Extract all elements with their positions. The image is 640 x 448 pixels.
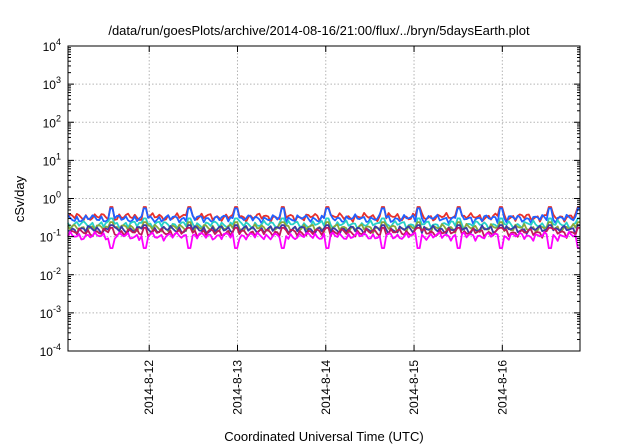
y-tick-base: 10 [40,231,54,245]
y-tick-exponent: 0 [56,190,61,200]
series-line [67,226,580,239]
y-tick-label: 10-4 [40,342,61,359]
y-tick-exponent: 4 [56,37,61,47]
y-tick-exponent: -4 [53,342,61,352]
series-line [67,207,580,225]
y-tick-label: 103 [43,75,61,92]
grid-lines [68,46,580,351]
y-tick-exponent: -3 [53,304,61,314]
y-tick-label: 10-2 [40,266,61,283]
y-tick-label: 10-1 [40,228,61,245]
y-tick-label: 100 [43,190,61,207]
y-tick-base: 10 [43,116,57,130]
y-tick-base: 10 [43,40,57,54]
y-tick-base: 10 [40,307,54,321]
y-tick-base: 10 [40,269,54,283]
y-tick-base: 10 [43,78,57,92]
y-tick-exponent: -2 [53,266,61,276]
x-axis-ticks: 2014-8-12 2014-8-13 2014-8-14 2014-8-15 2014… [142,46,509,415]
x-tick-label: 2014-8-14 [319,360,333,415]
y-tick-label: 10-3 [40,304,61,321]
y-tick-exponent: 1 [56,151,61,161]
y-tick-label: 101 [43,151,61,168]
y-tick-base: 10 [40,345,54,359]
x-axis-label: Coordinated Universal Time (UTC) [224,429,423,444]
x-tick-label: 2014-8-15 [407,360,421,415]
x-tick-label: 2014-8-16 [495,360,509,415]
y-axis-label: cSv/day [12,175,27,222]
series-group [67,206,580,250]
y-tick-base: 10 [43,154,57,168]
y-tick-label: 104 [43,37,61,54]
y-tick-exponent: 3 [56,75,61,85]
y-tick-base: 10 [43,193,57,207]
x-tick-label: 2014-8-12 [142,360,156,415]
series-line [67,230,580,250]
chart-title: /data/run/goesPlots/archive/2014-08-16/2… [108,23,530,38]
y-tick-exponent: 2 [56,113,61,123]
y-tick-exponent: -1 [53,228,61,238]
x-tick-label: 2014-8-13 [230,360,244,415]
y-tick-label: 102 [43,113,61,130]
